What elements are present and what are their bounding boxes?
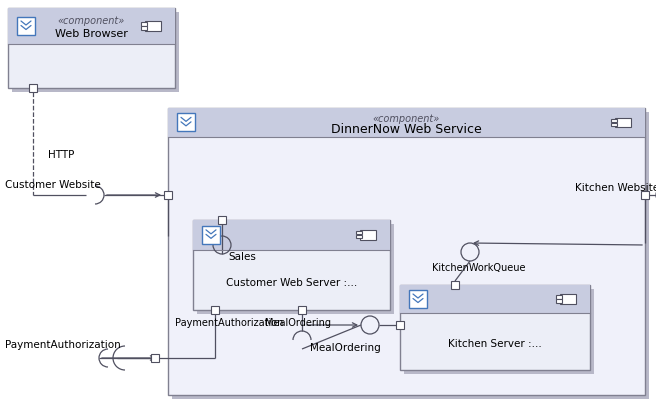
Text: Kitchen Website: Kitchen Website xyxy=(575,183,656,193)
Text: «component»: «component» xyxy=(373,114,440,124)
Bar xyxy=(451,281,459,289)
Bar xyxy=(356,231,362,234)
Bar xyxy=(409,290,427,308)
Bar xyxy=(8,8,175,44)
Bar xyxy=(641,191,649,199)
Bar xyxy=(140,26,147,30)
Bar xyxy=(168,108,645,137)
Bar xyxy=(193,220,390,250)
Bar xyxy=(611,119,617,122)
Bar xyxy=(615,118,631,127)
Text: Customer Web Server :...: Customer Web Server :... xyxy=(226,278,357,288)
Bar xyxy=(400,285,590,313)
Text: Sales: Sales xyxy=(228,252,256,262)
Bar xyxy=(8,8,175,88)
Bar xyxy=(611,123,617,126)
Bar xyxy=(164,191,172,199)
Bar xyxy=(356,235,362,239)
Bar xyxy=(197,224,394,314)
Text: KitchenWorkQueue: KitchenWorkQueue xyxy=(432,263,525,273)
Text: PaymentAuthorization: PaymentAuthorization xyxy=(175,318,283,328)
Bar xyxy=(556,300,562,303)
Bar xyxy=(298,306,306,314)
Text: MealOrdering: MealOrdering xyxy=(265,318,331,328)
Bar xyxy=(404,289,594,374)
Bar xyxy=(29,84,37,92)
Bar xyxy=(151,354,159,362)
Text: «component»: «component» xyxy=(58,15,125,26)
Bar xyxy=(218,216,226,224)
Bar xyxy=(556,295,562,299)
Bar xyxy=(202,226,220,244)
Text: DinnerNow Web Service: DinnerNow Web Service xyxy=(331,123,482,136)
Text: Web Browser: Web Browser xyxy=(55,29,128,39)
Bar xyxy=(145,21,161,31)
Bar xyxy=(396,321,404,329)
Bar xyxy=(560,294,576,304)
Bar xyxy=(17,17,35,35)
Text: Kitchen Server :...: Kitchen Server :... xyxy=(448,339,542,349)
Text: MealOrdering: MealOrdering xyxy=(310,343,380,353)
Bar xyxy=(172,112,649,399)
Bar xyxy=(177,114,195,131)
Text: Customer Website: Customer Website xyxy=(5,180,101,190)
Text: PaymentAuthorization: PaymentAuthorization xyxy=(5,340,121,350)
Bar xyxy=(140,22,147,26)
Bar xyxy=(168,108,645,395)
Bar xyxy=(12,12,179,92)
Bar xyxy=(211,306,219,314)
Bar xyxy=(360,230,376,240)
Text: HTTP: HTTP xyxy=(48,150,74,160)
Bar xyxy=(193,220,390,310)
Bar xyxy=(400,285,590,370)
